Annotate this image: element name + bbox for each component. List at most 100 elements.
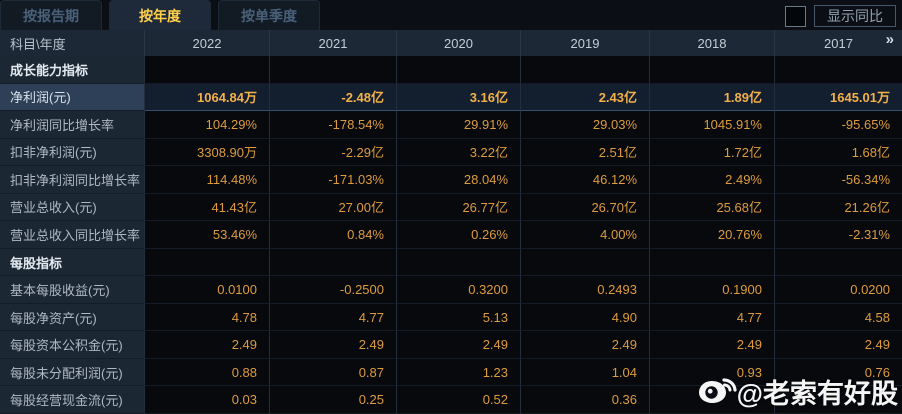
cell-value: 0.3200 — [397, 276, 521, 304]
show-yoy-label[interactable]: 显示同比 — [814, 5, 896, 27]
cell-value: 41.43亿 — [145, 193, 270, 222]
cell-value: 28.04% — [397, 166, 521, 194]
cell-value: 3.22亿 — [397, 138, 521, 167]
cell-value: 3.16亿 — [397, 83, 521, 112]
cell-value: 0.1900 — [650, 276, 775, 304]
table-row[interactable]: 扣非净利润同比增长率 114.48% -171.03% 28.04% 46.12% 2.4… — [0, 166, 902, 194]
cell-value: 0.76 — [775, 358, 902, 387]
cell-value: 0.52 — [397, 386, 521, 414]
row-label: 扣非净利润同比增长率 — [0, 166, 145, 194]
cell-value: 0.87 — [270, 358, 397, 387]
cell-value: 1645.01万 — [775, 83, 902, 112]
cell-value — [775, 248, 902, 277]
row-label: 基本每股收益(元) — [0, 276, 145, 304]
cell-value: 2.51亿 — [521, 138, 650, 167]
cell-value: 0.36 — [521, 386, 650, 414]
cell-value: -2.48亿 — [270, 83, 397, 112]
cell-value: 1.23 — [397, 358, 521, 387]
row-label: 净利润(元) — [0, 83, 145, 112]
row-label: 扣非净利润(元) — [0, 138, 145, 167]
cell-value — [521, 248, 650, 277]
year-header-2019: 2019 — [521, 30, 650, 56]
cell-value: 4.00% — [521, 221, 650, 249]
table-row[interactable]: 营业总收入同比增长率 53.46% 0.84% 0.26% 4.00% 20.76% -2.… — [0, 221, 902, 249]
cell-value — [521, 56, 650, 84]
table-row[interactable]: 每股净资产(元) 4.78 4.77 5.13 4.90 4.77 4.58 — [0, 303, 902, 332]
show-yoy-checkbox[interactable] — [785, 5, 806, 27]
cell-value: 2.49 — [270, 331, 397, 359]
cell-value: 4.77 — [270, 303, 397, 332]
table-row[interactable]: 基本每股收益(元) 0.0100 -0.2500 0.3200 0.2493 0.1900… — [0, 276, 902, 304]
cell-value — [145, 56, 270, 84]
year-header-2018: 2018 — [650, 30, 775, 56]
cell-value: 1.04 — [521, 358, 650, 387]
next-columns-arrow[interactable]: » — [885, 31, 894, 48]
table-row[interactable]: 每股经营现金流(元) 0.03 0.25 0.52 0.36 — [0, 386, 902, 414]
cell-value — [650, 56, 775, 84]
row-label: 每股净资产(元) — [0, 303, 145, 332]
cell-value — [397, 248, 521, 277]
year-header-2021: 2021 — [270, 30, 397, 56]
table-row[interactable]: 每股资本公积金(元) 2.49 2.49 2.49 2.49 2.49 2.49 — [0, 331, 902, 359]
cell-value: 2.43亿 — [521, 83, 650, 112]
cell-value — [270, 56, 397, 84]
cell-value: 2.49% — [650, 166, 775, 194]
table-header-row: 科目\年度 2022 2021 2020 2019 2018 2017» — [0, 30, 902, 56]
top-right-controls: 显示同比 — [785, 5, 896, 27]
cell-value: 29.91% — [397, 111, 521, 139]
cell-value: -2.31% — [775, 221, 902, 249]
cell-value: 4.78 — [145, 303, 270, 332]
row-label: 营业总收入同比增长率 — [0, 221, 145, 249]
cell-value: 2.49 — [521, 331, 650, 359]
table-row[interactable]: 营业总收入(元) 41.43亿 27.00亿 26.77亿 26.70亿 25.68亿 21… — [0, 193, 902, 222]
tab-2[interactable]: 按单季度 — [218, 0, 320, 30]
cell-value: 0.03 — [145, 386, 270, 414]
table-row[interactable]: 净利润同比增长率 104.29% -178.54% 29.91% 29.03% 1045.… — [0, 111, 902, 139]
cell-value: 1064.84万 — [145, 83, 270, 112]
cell-value: 53.46% — [145, 221, 270, 249]
year-header-2020: 2020 — [397, 30, 521, 56]
row-label: 每股经营现金流(元) — [0, 386, 145, 414]
tab-1[interactable]: 按年度 — [109, 0, 211, 30]
cell-value — [775, 56, 902, 84]
cell-value: 0.93 — [650, 358, 775, 387]
cell-value: 0.25 — [270, 386, 397, 414]
cell-value: 1.68亿 — [775, 138, 902, 167]
cell-value — [397, 56, 521, 84]
section-row: 成长能力指标 — [0, 56, 902, 84]
cell-value — [145, 248, 270, 277]
cell-value: 114.48% — [145, 166, 270, 194]
cell-value — [270, 248, 397, 277]
table-row[interactable]: 扣非净利润(元) 3308.90万 -2.29亿 3.22亿 2.51亿 1.72亿 1.6… — [0, 138, 902, 167]
cell-value: 29.03% — [521, 111, 650, 139]
section-row: 每股指标 — [0, 248, 902, 277]
cell-value: 3308.90万 — [145, 138, 270, 167]
cell-value: 0.2493 — [521, 276, 650, 304]
tabs-container: 按报告期 按年度 按单季度 — [0, 0, 327, 30]
cell-value: 2.49 — [650, 331, 775, 359]
cell-value: -171.03% — [270, 166, 397, 194]
cell-value: 1.89亿 — [650, 83, 775, 112]
cell-value: 1.72亿 — [650, 138, 775, 167]
row-label: 营业总收入(元) — [0, 193, 145, 222]
tab-0[interactable]: 按报告期 — [0, 0, 102, 30]
cell-value: 0.84% — [270, 221, 397, 249]
table-body: 成长能力指标 净利润(元) 1064.84万 -2.48亿 3.16亿 2.43亿 1.89… — [0, 56, 902, 414]
cell-value: 25.68亿 — [650, 193, 775, 222]
cell-value — [775, 386, 902, 414]
cell-value: 4.58 — [775, 303, 902, 332]
cell-value: 2.49 — [775, 331, 902, 359]
cell-value — [650, 386, 775, 414]
cell-value: -0.2500 — [270, 276, 397, 304]
cell-value: -2.29亿 — [270, 138, 397, 167]
cell-value: 0.0200 — [775, 276, 902, 304]
cell-value: 2.49 — [145, 331, 270, 359]
row-label: 每股未分配利润(元) — [0, 358, 145, 387]
cell-value: 0.88 — [145, 358, 270, 387]
cell-value: 27.00亿 — [270, 193, 397, 222]
cell-value: 2.49 — [397, 331, 521, 359]
table-row[interactable]: 每股未分配利润(元) 0.88 0.87 1.23 1.04 0.93 0.76 — [0, 358, 902, 387]
table-row[interactable]: 净利润(元) 1064.84万 -2.48亿 3.16亿 2.43亿 1.89亿 1645.… — [0, 83, 902, 112]
row-label: 净利润同比增长率 — [0, 111, 145, 139]
cell-value — [650, 248, 775, 277]
